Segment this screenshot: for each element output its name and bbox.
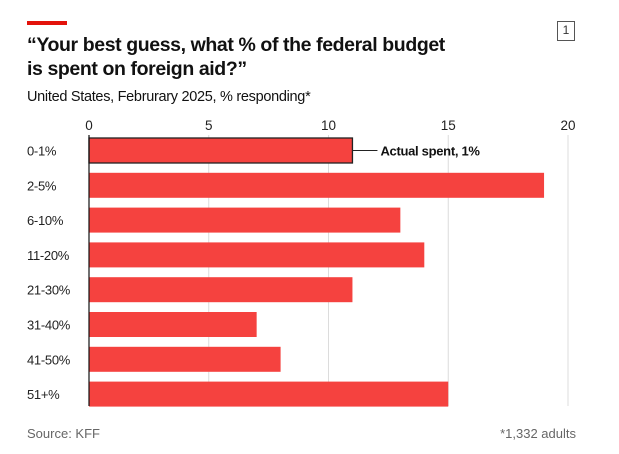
bar bbox=[89, 381, 449, 407]
category-label: 6-10% bbox=[27, 213, 64, 228]
category-label: 41-50% bbox=[27, 352, 71, 367]
x-tick-label: 5 bbox=[205, 118, 213, 133]
x-tick-label: 10 bbox=[321, 118, 336, 133]
footnote: *1,332 adults bbox=[500, 426, 576, 441]
category-label: 2-5% bbox=[27, 178, 57, 193]
category-label: 21-30% bbox=[27, 283, 71, 298]
chart-subtitle: United States, Februrary 2025, % respond… bbox=[27, 89, 311, 105]
bar bbox=[89, 172, 545, 198]
bar bbox=[89, 346, 281, 372]
source-note: Source: KFF bbox=[27, 426, 100, 441]
bar bbox=[89, 242, 425, 268]
x-tick-label: 0 bbox=[85, 118, 93, 133]
bar bbox=[88, 137, 354, 164]
category-label: 31-40% bbox=[27, 318, 71, 333]
bar bbox=[89, 277, 353, 303]
bar bbox=[89, 312, 257, 337]
annotation-label: Actual spent, 1% bbox=[380, 144, 480, 159]
category-label: 0-1% bbox=[27, 144, 57, 159]
x-tick-label: 15 bbox=[441, 118, 456, 133]
x-tick-label: 20 bbox=[560, 118, 575, 133]
bar bbox=[89, 207, 401, 233]
chart-number-badge: 1 bbox=[557, 21, 575, 41]
chart-title: “Your best guess, what % of the federal … bbox=[27, 34, 445, 80]
category-label: 11-20% bbox=[27, 248, 70, 263]
brand-accent-bar bbox=[27, 21, 67, 25]
category-label: 51+% bbox=[27, 387, 60, 402]
